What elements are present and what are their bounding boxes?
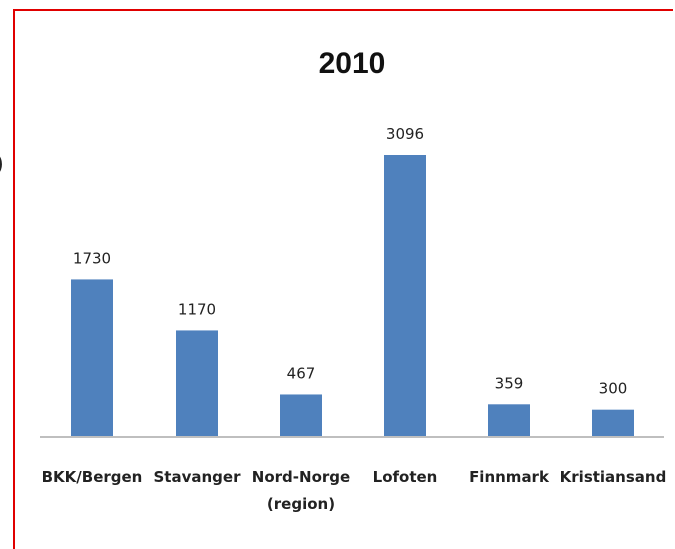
data-label-6: 300 <box>599 380 628 398</box>
category-label-5: Finnmark <box>469 468 550 486</box>
category-label-6: Kristiansand <box>560 468 667 486</box>
category-label-1: BKK/Bergen <box>42 468 143 486</box>
category-label-3: Nord-Norge (region) <box>252 468 350 513</box>
category-label-2: Stavanger <box>154 468 242 486</box>
data-label-2: 1170 <box>178 300 216 318</box>
bars <box>71 155 634 437</box>
category-label-4: Lofoten <box>373 468 438 486</box>
data-label-3: 467 <box>287 364 316 382</box>
bar-6 <box>592 409 634 437</box>
bar-4 <box>384 155 426 437</box>
data-label-5: 359 <box>495 374 524 392</box>
chart-frame <box>13 9 673 549</box>
bar-1 <box>71 279 113 437</box>
bar-2 <box>176 330 218 437</box>
side-mark: ) <box>0 150 3 176</box>
bar-5 <box>488 404 530 437</box>
data-label-4: 3096 <box>386 125 424 143</box>
bar-3 <box>280 394 322 437</box>
chart-title: 2010 <box>319 47 386 80</box>
data-labels: 1730 1170 467 3096 359 300 <box>73 125 627 398</box>
category-labels: BKK/Bergen Stavanger Nord-Norge (region) Lof… <box>42 468 667 513</box>
data-label-1: 1730 <box>73 249 111 267</box>
